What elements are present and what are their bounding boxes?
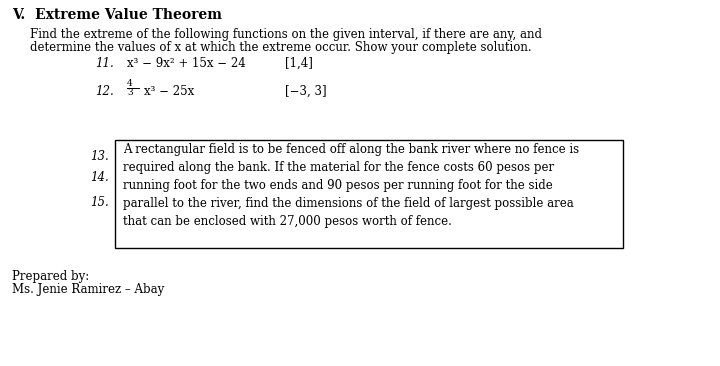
- Text: that can be enclosed with 27,000 pesos worth of fence.: that can be enclosed with 27,000 pesos w…: [123, 215, 452, 228]
- Text: [−3, 3]: [−3, 3]: [285, 85, 327, 98]
- Text: running foot for the two ends and 90 pesos per running foot for the side: running foot for the two ends and 90 pes…: [123, 179, 553, 192]
- Text: Prepared by:: Prepared by:: [12, 270, 89, 283]
- Text: parallel to the river, find the dimensions of the field of largest possible area: parallel to the river, find the dimensio…: [123, 197, 574, 210]
- Text: 4: 4: [127, 79, 132, 88]
- Text: Find the extreme of the following functions on the given interval, if there are : Find the extreme of the following functi…: [30, 28, 542, 41]
- Text: V.  Extreme Value Theorem: V. Extreme Value Theorem: [12, 8, 222, 22]
- Text: x³ − 25x: x³ − 25x: [144, 85, 194, 98]
- Text: x³ − 9x² + 15x − 24: x³ − 9x² + 15x − 24: [127, 57, 246, 70]
- Text: 13.: 13.: [90, 150, 109, 163]
- Text: determine the values of x at which the extreme occur. Show your complete solutio: determine the values of x at which the e…: [30, 41, 531, 54]
- Text: [1,4]: [1,4]: [285, 57, 313, 70]
- Text: 15.: 15.: [90, 196, 109, 209]
- Text: Ms. Jenie Ramirez – Abay: Ms. Jenie Ramirez – Abay: [12, 283, 164, 296]
- Text: 12.: 12.: [95, 85, 114, 98]
- Text: 3: 3: [127, 88, 132, 97]
- Text: required along the bank. If the material for the fence costs 60 pesos per: required along the bank. If the material…: [123, 161, 554, 174]
- Text: 11.: 11.: [95, 57, 114, 70]
- Bar: [115, 140, 623, 248]
- Text: A rectangular field is to be fenced off along the bank river where no fence is: A rectangular field is to be fenced off …: [123, 143, 579, 156]
- Text: 14.: 14.: [90, 171, 109, 184]
